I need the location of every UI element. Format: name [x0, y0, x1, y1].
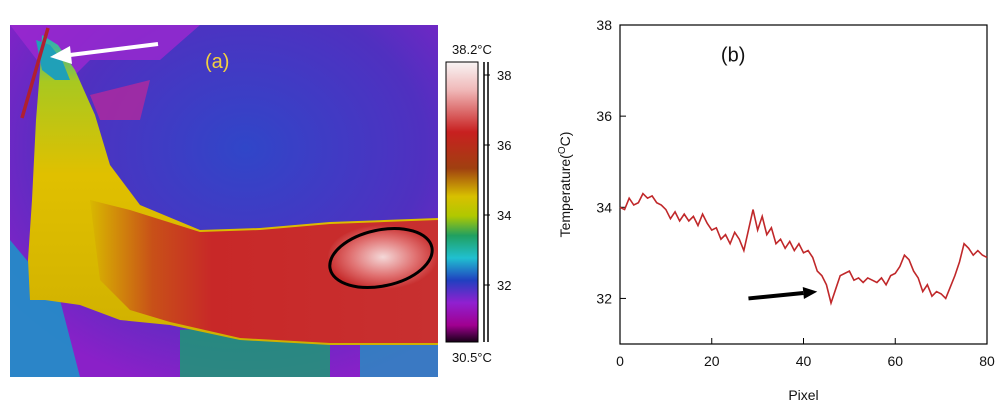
white-arrow-head [50, 46, 72, 64]
scale-tick-label: 36 [497, 138, 511, 153]
thermal-image-panel: (a) 38 36 34 32 38.2°C 30.5°C [10, 25, 511, 377]
color-scale-bar [445, 61, 479, 343]
thermal-bg-fold [90, 80, 150, 120]
thermal-bg-cool-left [10, 240, 80, 377]
scale-min-label: 30.5°C [452, 350, 492, 365]
hot-spot-region [328, 225, 438, 289]
arrow-annotation [748, 287, 818, 301]
scale-max-label: 38.2°C [452, 42, 492, 57]
y-tick-label: 32 [596, 290, 612, 306]
measurement-line [20, 27, 50, 119]
y-axis-label: Temperature(OC) [557, 132, 574, 238]
scale-tick-label: 34 [497, 208, 511, 223]
x-tick-label: 40 [796, 353, 812, 369]
x-tick-label: 60 [887, 353, 903, 369]
temperature-chart: 0 20 40 60 80 32 34 36 38 (b) Pixel Temperature(… [557, 17, 995, 403]
thermal-bg-cool-right [360, 340, 438, 377]
axis-tick-labels: 0 20 40 60 80 32 34 36 38 [596, 17, 995, 369]
toe-cool-region [36, 40, 70, 80]
ellipse-marker [328, 227, 434, 289]
scale-tick-label: 32 [497, 278, 511, 293]
temperature-series-line [619, 192, 988, 306]
thermal-image-svg: (a) 38 36 34 32 38.2°C 30.5°C [10, 25, 511, 377]
y-axis-label-tail: C) [557, 132, 573, 147]
temperature-chart-panel: 0 20 40 60 80 32 34 36 38 (b) Pixel Temperature(… [540, 0, 997, 405]
y-axis-label-main: Temperature( [557, 154, 573, 238]
panel-a-label: (a) [205, 51, 229, 73]
arrow-head [802, 287, 818, 299]
y-tick-label: 38 [596, 17, 612, 33]
scale-tick-label: 38 [497, 68, 511, 83]
x-tick-label: 0 [616, 353, 624, 369]
panel-b-label: (b) [721, 44, 745, 66]
y-tick-label: 36 [596, 108, 612, 124]
x-axis-label: Pixel [788, 387, 818, 403]
white-arrow-shaft [61, 42, 159, 58]
y-axis-label-sup: O [557, 146, 568, 154]
x-tick-label: 20 [704, 353, 720, 369]
y-tick-label: 34 [596, 199, 612, 215]
arrow-shaft [748, 290, 804, 301]
x-tick-label: 80 [979, 353, 995, 369]
